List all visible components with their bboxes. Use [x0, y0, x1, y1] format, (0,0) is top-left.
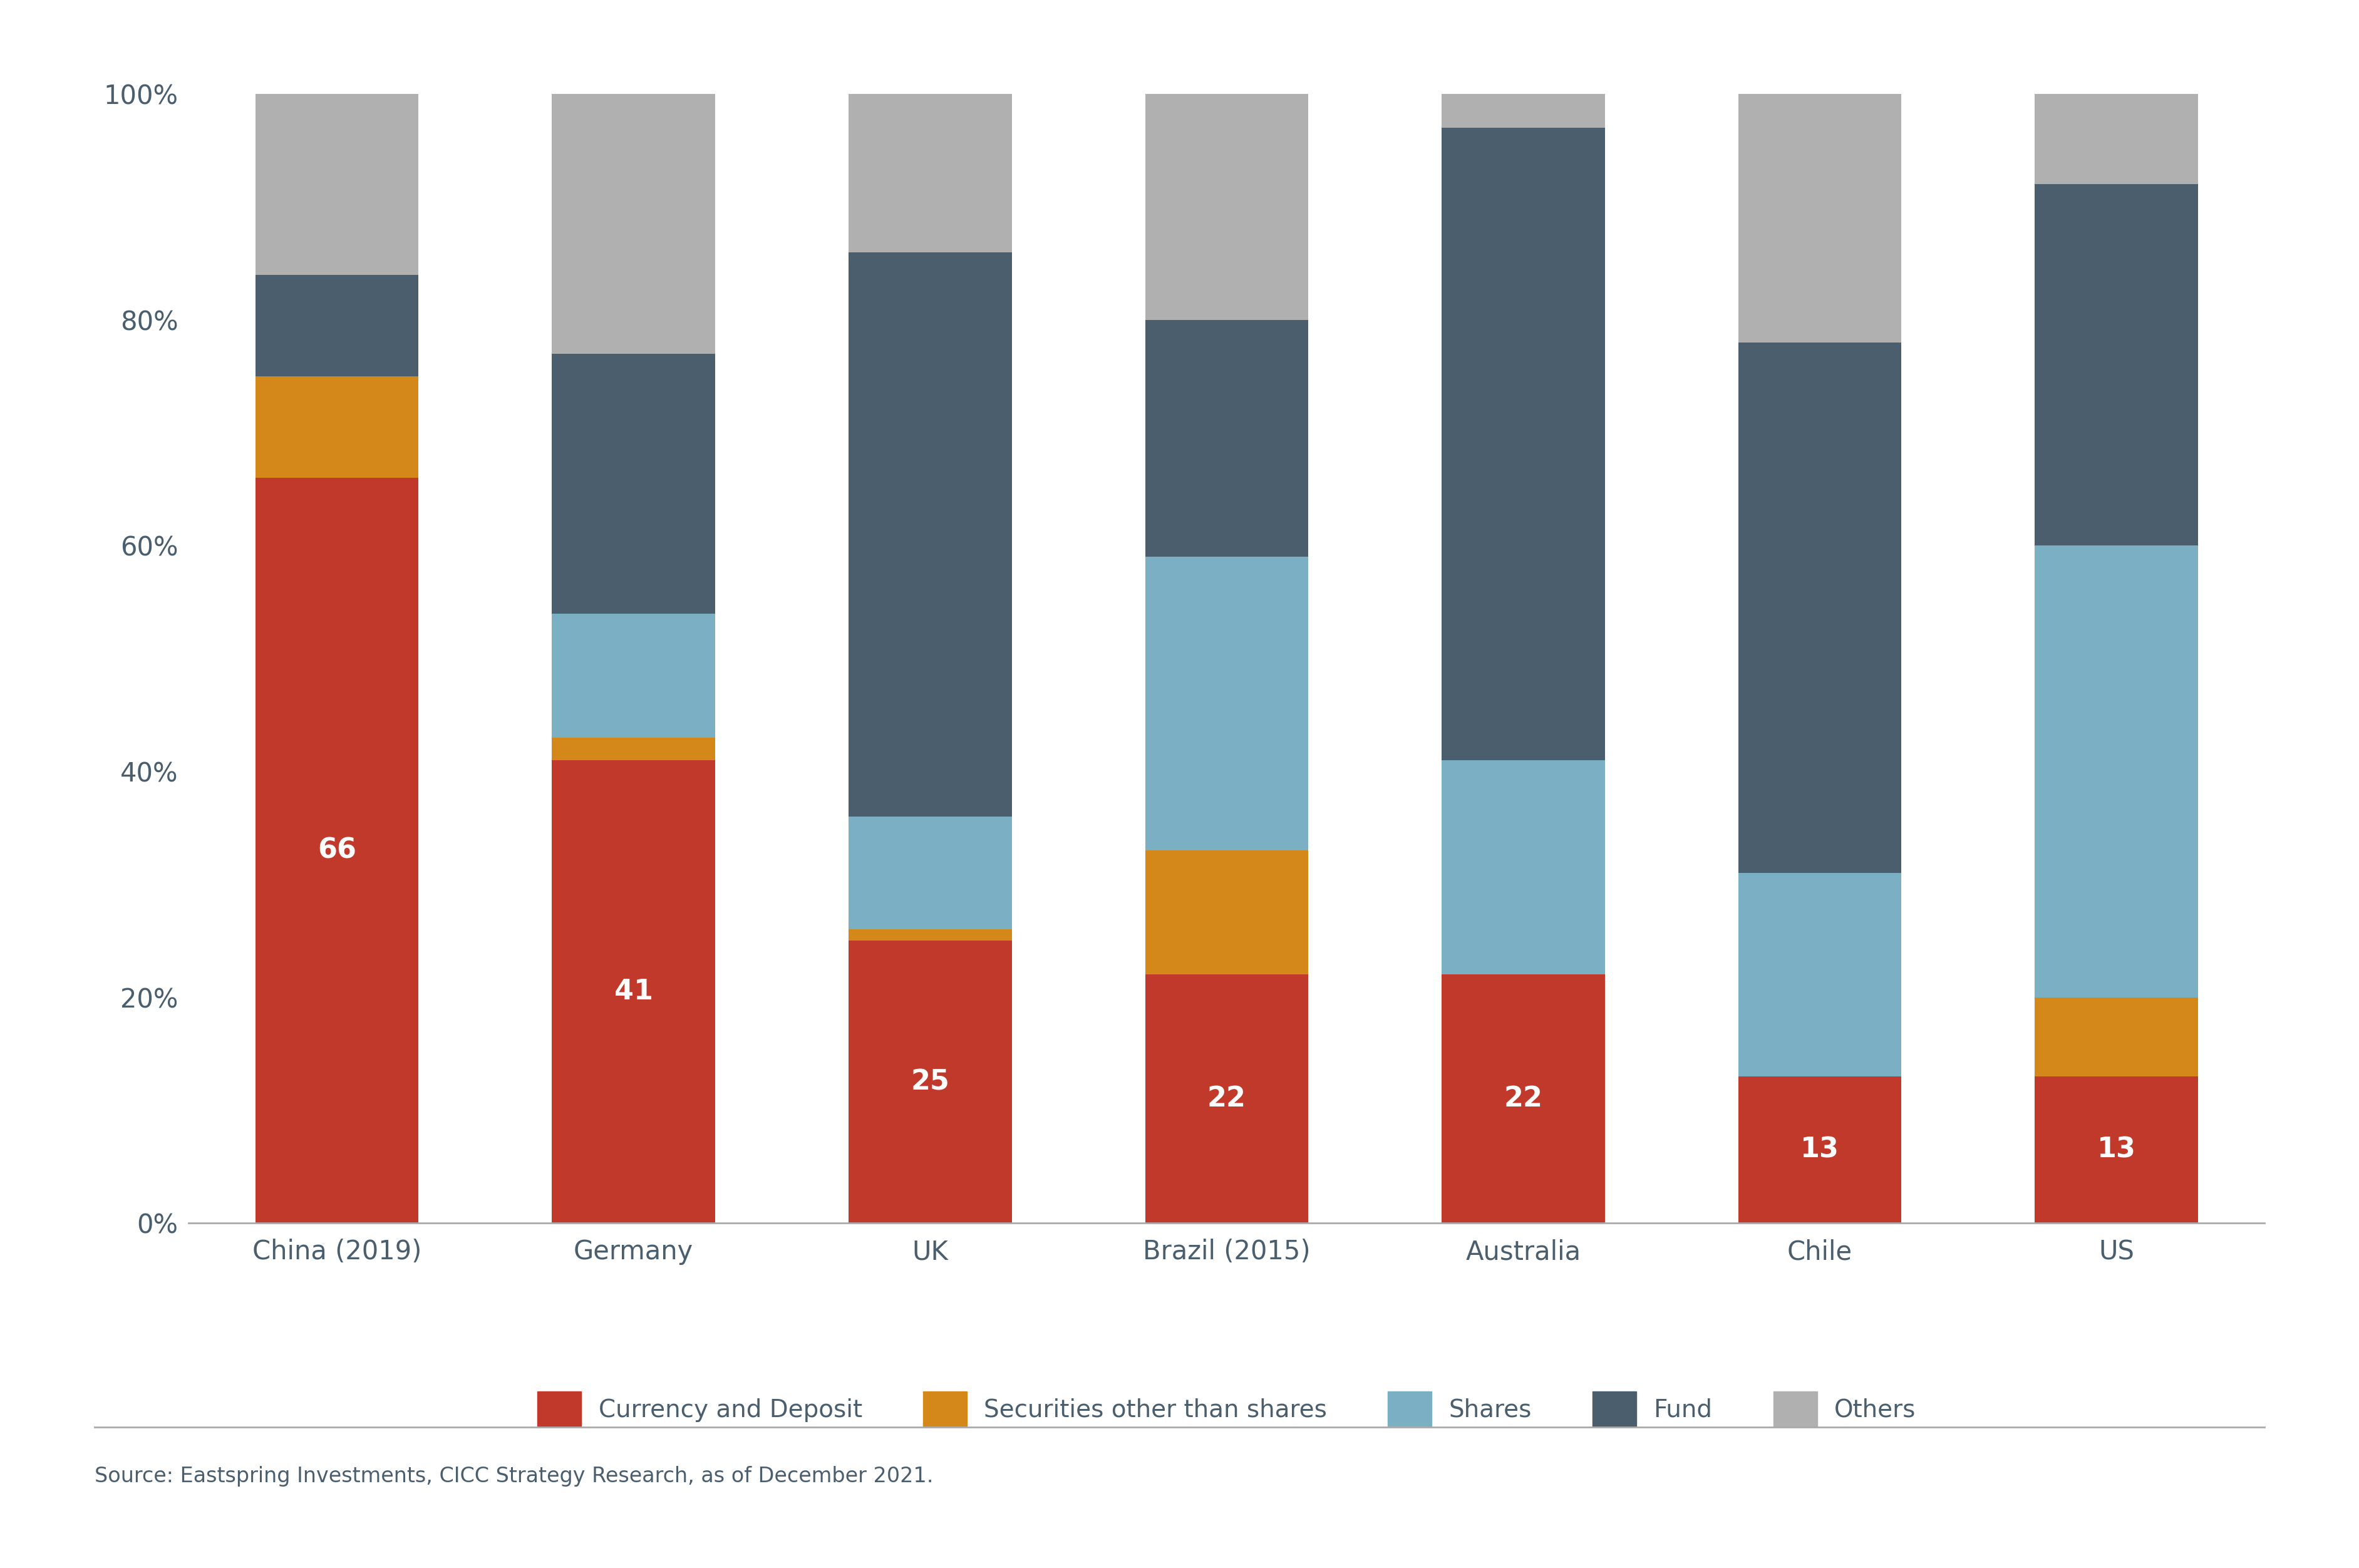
Bar — [552, 613, 715, 737]
Text: 13: 13 — [1800, 1137, 1840, 1163]
Bar — [255, 274, 418, 376]
Bar — [2036, 546, 2199, 997]
Bar — [1144, 320, 1309, 557]
Bar — [1739, 873, 1901, 1076]
Bar — [1739, 1076, 1901, 1223]
Bar — [2036, 997, 2199, 1076]
Text: 41: 41 — [613, 978, 653, 1005]
Bar — [849, 930, 1012, 941]
Text: 22: 22 — [1208, 1085, 1246, 1112]
Bar — [849, 252, 1012, 817]
Bar — [1144, 557, 1309, 850]
Bar — [1739, 94, 1901, 342]
Bar — [2036, 94, 2199, 185]
Bar — [849, 94, 1012, 252]
Bar — [552, 354, 715, 613]
Text: Source: Eastspring Investments, CICC Strategy Research, as of December 2021.: Source: Eastspring Investments, CICC Str… — [94, 1466, 934, 1486]
Bar — [552, 94, 715, 354]
Bar — [849, 941, 1012, 1223]
Legend: Currency and Deposit, Securities other than shares, Shares, Fund, Others: Currency and Deposit, Securities other t… — [528, 1381, 1925, 1436]
Text: 25: 25 — [911, 1068, 948, 1096]
Text: 22: 22 — [1503, 1085, 1543, 1112]
Bar — [552, 760, 715, 1223]
Bar — [552, 737, 715, 760]
Bar — [1441, 129, 1604, 760]
Bar — [1144, 94, 1309, 320]
Text: 66: 66 — [318, 837, 356, 864]
Bar — [2036, 185, 2199, 546]
Bar — [255, 94, 418, 274]
Bar — [255, 478, 418, 1223]
Bar — [1441, 975, 1604, 1223]
Bar — [1441, 760, 1604, 975]
Bar — [255, 376, 418, 478]
Bar — [1144, 850, 1309, 975]
Bar — [1441, 94, 1604, 129]
Text: 13: 13 — [2097, 1137, 2135, 1163]
Bar — [849, 817, 1012, 930]
Bar — [1739, 342, 1901, 873]
Bar — [2036, 1076, 2199, 1223]
Bar — [1144, 975, 1309, 1223]
